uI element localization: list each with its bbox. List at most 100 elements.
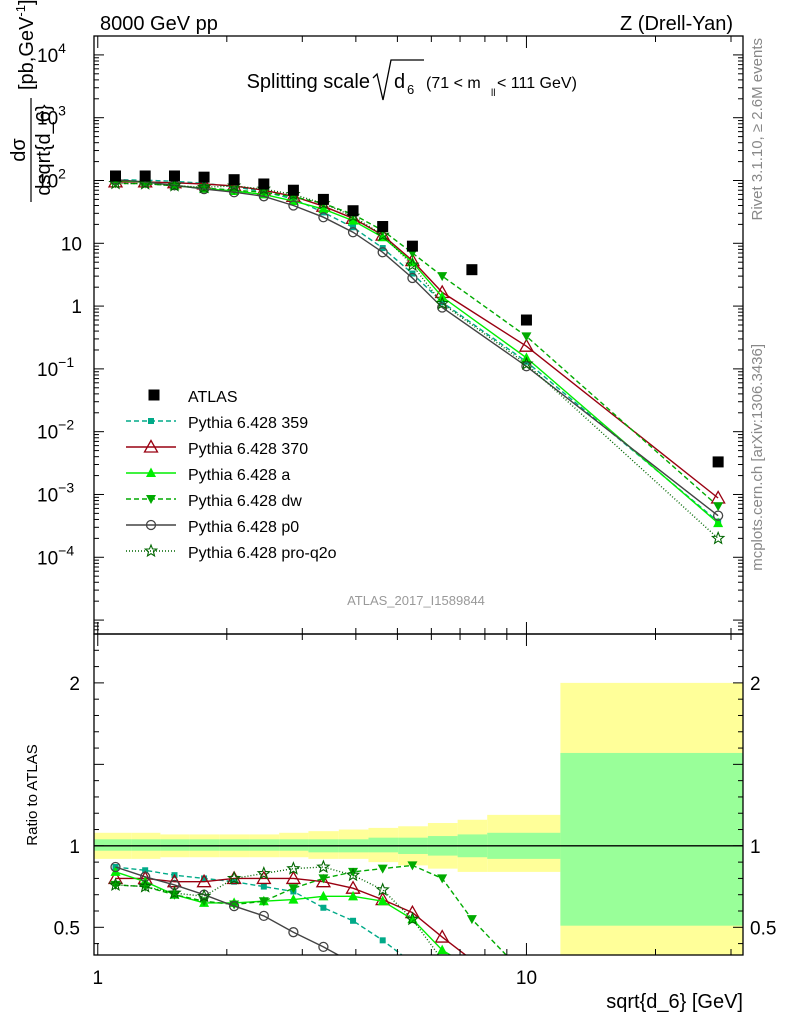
ratio-point-4-9	[377, 864, 388, 874]
ratio-point-4-3	[199, 897, 210, 907]
legend-label-6: Pythia 6.428 pro-q2o	[188, 545, 337, 562]
ratio-point-6-7	[316, 859, 331, 874]
legend-item-1: Pythia 6.428 359	[126, 415, 308, 432]
series-point-5-8	[347, 227, 359, 238]
main-series-curves	[107, 170, 726, 545]
legend-marker-6	[143, 543, 159, 558]
main-ytick-label-4: 1	[71, 297, 82, 318]
series-point-5-9	[377, 247, 388, 258]
legend-item-4: Pythia 6.428 dw	[126, 493, 302, 510]
ratio-point-2-11	[434, 929, 450, 943]
series-point-3-10	[407, 256, 418, 267]
ratio-ytick-label-left-2: 0.5	[54, 918, 80, 939]
legend-marker-atlas	[148, 389, 160, 401]
inner-band-3	[189, 839, 220, 851]
series-point-6-3	[196, 179, 212, 194]
ratio-ylabel: Ratio to ATLAS	[24, 744, 41, 845]
legend: ATLAS Pythia 6.428 359 Pythia 6.428 370 Pyt…	[126, 389, 337, 562]
legend-item-0: ATLAS	[148, 389, 238, 406]
series-point-5-13	[712, 510, 724, 521]
main-ytick-label-8: 10−4	[37, 542, 74, 569]
legend-item-3: Pythia 6.428 a	[126, 467, 290, 484]
inner-band-4	[219, 839, 250, 851]
title-range-sub: ll	[491, 88, 495, 99]
legend-label-2: Pythia 6.428 370	[188, 441, 308, 458]
main-ylabel: dσ dsqrt{d_6}	[8, 98, 55, 202]
atlas-point-9	[377, 221, 389, 233]
series-line-5	[115, 179, 719, 517]
ratio-point-6-3	[196, 888, 212, 903]
legend-item-5: Pythia 6.428 p0	[126, 519, 299, 536]
ratio-point-6-8	[345, 867, 361, 882]
ylabel-unit: [pb,GeV	[16, 16, 38, 90]
ratio-point-3-8	[348, 890, 359, 901]
x-axis-label: sqrt{d_6} [GeV]	[606, 991, 743, 1013]
ratio-ytick-label-right-0: 2	[750, 674, 761, 695]
ratio-point-3-11	[437, 944, 448, 955]
series-main-6	[108, 175, 726, 545]
legend-label-5: Pythia 6.428 p0	[188, 519, 299, 536]
legend-label-0: ATLAS	[188, 389, 238, 406]
ratio-point-3-6	[288, 894, 299, 904]
x-tick-label-0: 1	[92, 968, 103, 989]
inner-band-6	[279, 839, 309, 851]
main-ytick-label-0: 104	[37, 40, 66, 67]
legend-marker-5	[145, 519, 157, 531]
series-point-6-2	[167, 178, 182, 192]
ratio-point-6-9	[375, 882, 390, 896]
legend-marker-4	[146, 495, 156, 504]
ratio-point-5-6	[288, 927, 299, 938]
ratio-point-1-5	[260, 883, 267, 890]
series-point-5-4	[228, 187, 240, 198]
ratio-point-6-1	[138, 879, 153, 893]
legend-marker-3	[146, 467, 156, 477]
title-d: d	[394, 71, 405, 93]
ratio-point-4-8	[348, 867, 359, 877]
legend-label-3: Pythia 6.428 a	[188, 467, 290, 484]
ratio-point-5-4	[228, 900, 240, 912]
main-ytick-label-6: 10−2	[37, 417, 74, 444]
ratio-point-1-4	[231, 878, 238, 885]
ratio-point-6-2	[167, 885, 182, 900]
atlas-point-0	[110, 170, 122, 182]
atlas-point-4	[228, 174, 240, 186]
ratio-point-1-3	[201, 875, 208, 882]
ratio-point-2-6	[285, 870, 302, 885]
series-point-1-11	[439, 299, 446, 306]
ratio-point-5-2	[169, 879, 180, 891]
ylabel-unit-sup: -1	[13, 5, 28, 17]
series-point-6-11	[435, 295, 450, 310]
series-point-5-11	[437, 302, 448, 313]
mcplots-reference: mcplots.cern.ch [arXiv:1306.3436]	[749, 344, 766, 571]
series-point-6-10	[405, 257, 420, 272]
title-range-pre: (71 < m	[426, 75, 481, 92]
main-ytick-label-2: 102	[37, 165, 66, 192]
x-tick-label-1: 10	[516, 968, 537, 989]
legend-marker-1	[148, 418, 154, 424]
series-atlas	[110, 170, 724, 468]
legend-item-6: Pythia 6.428 pro-q2o	[126, 543, 337, 562]
inner-band-9	[368, 837, 399, 853]
legend-marker-2	[143, 439, 159, 453]
rivet-version: Rivet 3.1.10, ≥ 2.6M events	[749, 38, 766, 221]
ratio-line-5	[115, 866, 340, 955]
series-point-4-11	[437, 272, 448, 282]
ratio-line-1	[115, 866, 403, 955]
main-ytick-label-5: 10−1	[37, 354, 74, 381]
title-range-post: < 111 GeV)	[497, 75, 577, 92]
ratio-ytick-label-right-1: 1	[750, 837, 761, 858]
ylabel-unit-close: ]	[16, 0, 38, 5]
inner-band-5	[249, 839, 280, 851]
ratio-line-4	[115, 864, 508, 955]
ratio-line-3	[115, 871, 452, 955]
series-point-4-12	[521, 332, 532, 342]
atlas-point-5	[258, 178, 270, 190]
series-point-5-12	[521, 361, 532, 372]
ratio-point-4-12	[466, 915, 477, 925]
plot-frames	[93, 35, 744, 956]
atlas-point-1	[139, 170, 151, 182]
ratio-point-1-9	[379, 937, 386, 944]
series-point-5-10	[407, 272, 418, 284]
